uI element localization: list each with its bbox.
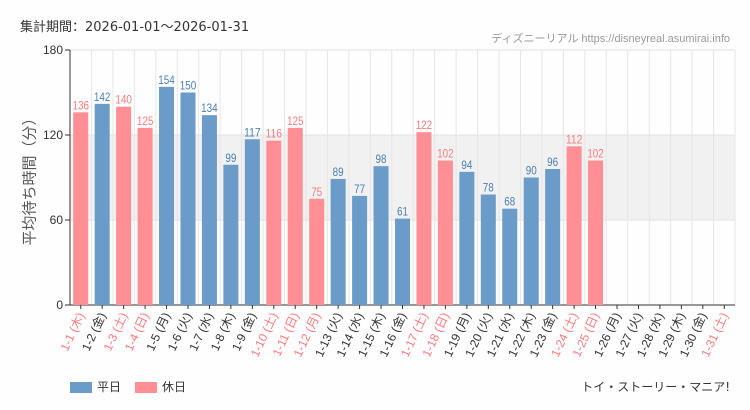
bar [566, 146, 582, 305]
data-label: 102 [437, 147, 454, 161]
bar [480, 194, 496, 305]
legend-swatch [135, 382, 158, 393]
data-label: 89 [333, 165, 344, 179]
data-label: 78 [483, 181, 494, 195]
bar [373, 166, 389, 305]
data-label: 136 [72, 98, 89, 112]
data-label: 142 [94, 90, 111, 104]
bar [94, 103, 110, 305]
data-label: 150 [180, 79, 197, 93]
data-label: 77 [354, 182, 365, 196]
bar [223, 164, 239, 305]
bar [266, 140, 282, 305]
bar [352, 195, 368, 305]
data-label: 116 [266, 127, 283, 141]
attraction-name: トイ・ストーリー・マニア! [581, 380, 730, 394]
legend: 平日 休日 [70, 378, 186, 395]
bar [416, 132, 432, 305]
data-label: 102 [587, 147, 604, 161]
bar [159, 86, 175, 305]
bar [545, 169, 561, 305]
credit-link: ディズニーリアル https://disneyreal.asumirai.inf… [491, 33, 730, 45]
data-label: 99 [225, 151, 236, 165]
bar [287, 127, 303, 306]
bar [523, 177, 539, 305]
legend-weekday[interactable]: 平日 [70, 378, 121, 395]
data-label: 125 [137, 114, 154, 128]
data-label: 94 [461, 158, 472, 172]
data-label: 96 [547, 155, 558, 169]
data-label: 125 [287, 114, 304, 128]
bar [588, 160, 604, 305]
legend-label: 平日 [97, 380, 122, 394]
data-label: 154 [158, 73, 175, 87]
data-label: 90 [526, 164, 537, 178]
bar [309, 198, 325, 305]
bar [137, 127, 153, 306]
data-label: 61 [397, 205, 408, 219]
data-label: 75 [311, 185, 322, 199]
bar [116, 106, 132, 306]
y-tick-label: 60 [50, 213, 64, 227]
bar [502, 208, 518, 305]
bar [459, 171, 475, 305]
data-label: 68 [504, 195, 515, 209]
bar [244, 139, 260, 305]
bar [73, 112, 89, 305]
data-label: 122 [416, 118, 433, 132]
data-label: 98 [376, 152, 387, 166]
data-label: 134 [201, 101, 218, 115]
bar [395, 218, 410, 305]
y-tick-label: 180 [43, 43, 63, 57]
y-tick-label: 0 [56, 298, 63, 312]
data-label: 117 [244, 125, 261, 139]
bar [437, 160, 453, 305]
legend-label: 休日 [162, 380, 187, 394]
bar [330, 178, 346, 305]
legend-holiday[interactable]: 休日 [135, 378, 186, 395]
legend-swatch [70, 382, 92, 393]
period-label: 集計期間：2026-01-01～2026-01-31 [20, 20, 250, 35]
y-tick-label: 120 [43, 128, 63, 142]
bar [201, 115, 217, 306]
data-label: 140 [115, 93, 132, 107]
bar [180, 92, 196, 305]
data-label: 112 [566, 132, 583, 146]
